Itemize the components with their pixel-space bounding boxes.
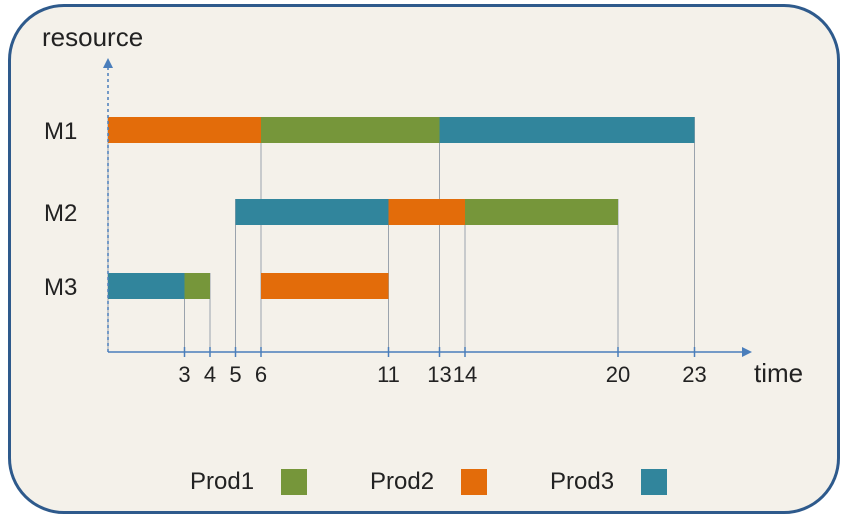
x-tick-label: 13 xyxy=(427,362,451,387)
legend-swatch-prod3 xyxy=(641,469,667,495)
x-tick-label: 3 xyxy=(178,362,190,387)
legend-label-prod1: Prod1 xyxy=(190,468,254,495)
gantt-bar-m2-prod2 xyxy=(388,199,465,225)
legend-label-prod2: Prod2 xyxy=(370,468,434,495)
gantt-bar-m1-prod1 xyxy=(261,117,440,143)
row-label-m2: M2 xyxy=(44,200,77,227)
gantt-bar-m1-prod3 xyxy=(439,117,695,143)
gantt-bar-m3-prod3 xyxy=(108,273,185,299)
x-tick-label: 23 xyxy=(682,362,706,387)
x-tick-label: 4 xyxy=(204,362,216,387)
y-axis-label: resource xyxy=(42,22,143,52)
gantt-bar-m1-prod2 xyxy=(108,117,261,143)
gantt-bar-m2-prod1 xyxy=(465,199,618,225)
legend-swatch-prod1 xyxy=(281,469,307,495)
gantt-bar-m2-prod3 xyxy=(235,199,389,225)
x-tick-label: 6 xyxy=(255,362,267,387)
legend-swatch-prod2 xyxy=(461,469,487,495)
row-label-m1: M1 xyxy=(44,118,77,145)
x-axis-label: time xyxy=(754,358,803,388)
x-tick-label: 11 xyxy=(377,362,400,387)
gantt-bar-m3-prod1 xyxy=(184,273,210,299)
row-label-m3: M3 xyxy=(44,274,77,301)
x-tick-label: 5 xyxy=(229,362,241,387)
x-tick-label: 14 xyxy=(453,362,477,387)
chart-frame xyxy=(8,4,840,514)
legend-label-prod3: Prod3 xyxy=(550,468,614,495)
x-tick-label: 20 xyxy=(606,362,630,387)
gantt-bar-m3-prod2 xyxy=(261,273,389,299)
